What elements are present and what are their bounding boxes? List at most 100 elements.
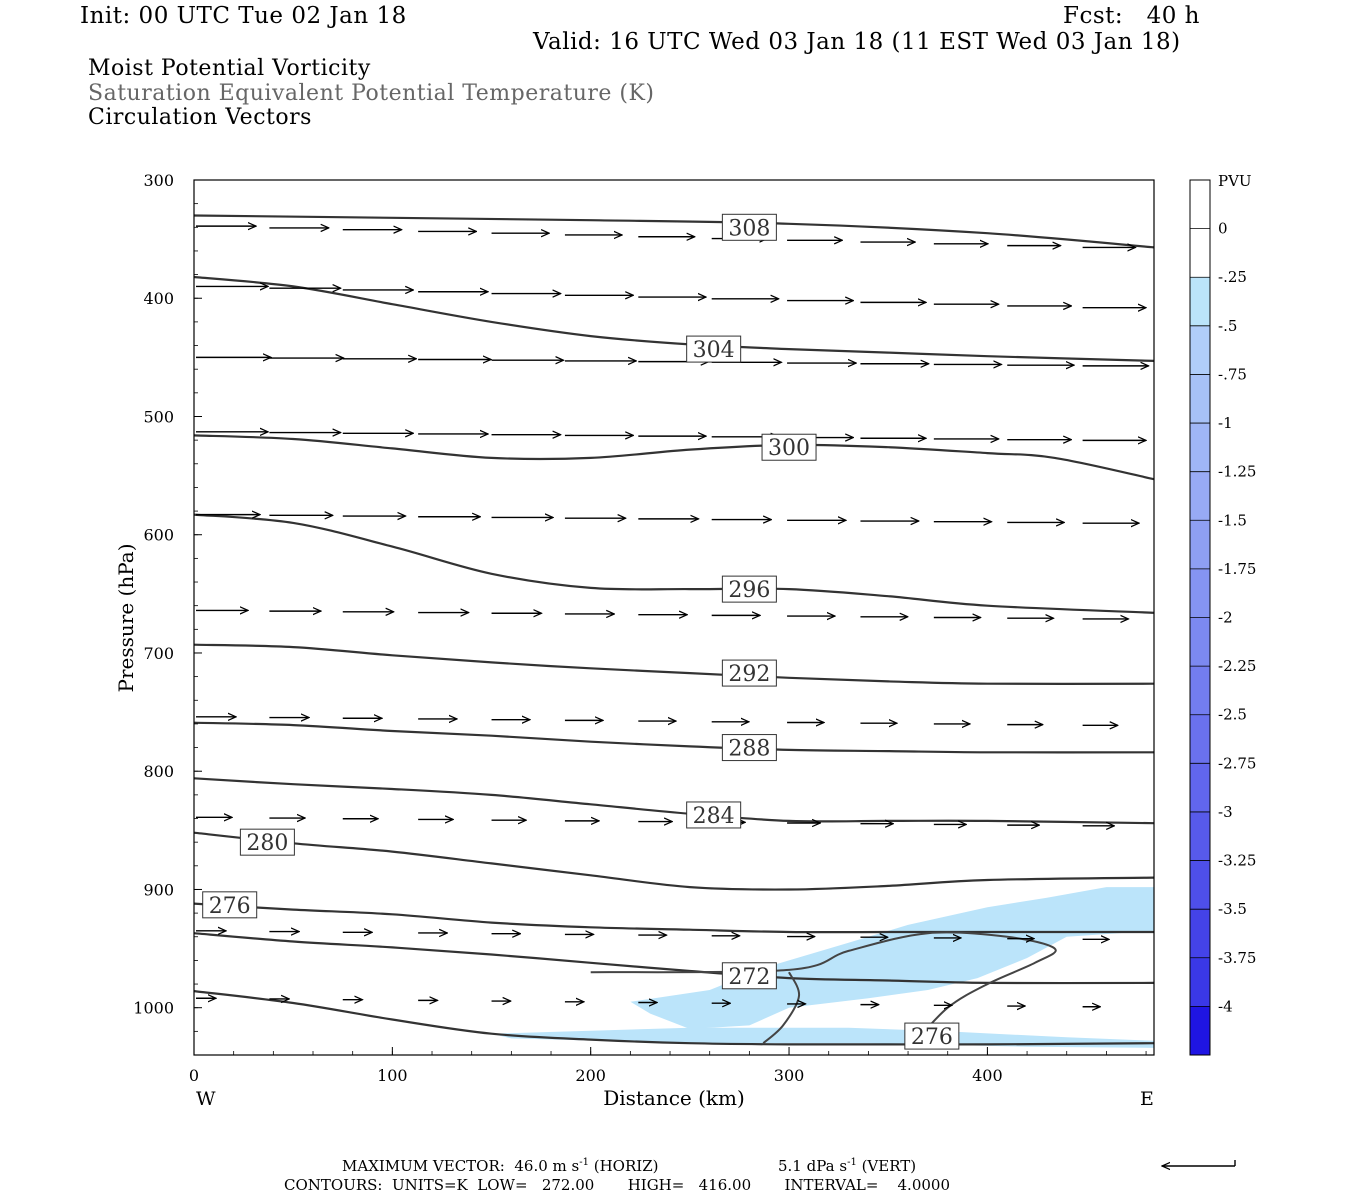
colorbar-tick-label: -4 [1218,997,1233,1015]
contour-label-box-10 [721,962,777,990]
colorbar-swatch [1190,957,1210,1007]
contour-label-box-4 [721,575,777,603]
contour-label-288: 288 [728,737,770,762]
axes: 0 100 200 300 400 300 400 500 600 700 800 900 1000 [133,171,1147,1085]
theta-contour-304 [193,275,1155,362]
colorbar-swatch [1190,763,1210,813]
contour-label-304: 304 [693,338,735,363]
x-tick-label-300: 300 [774,1066,805,1085]
theta-contour-292 [193,643,1155,685]
colorbar-tick-label: -2.25 [1218,657,1256,675]
colorbar-tick-label: -.75 [1218,365,1247,383]
y-tick-label-500: 500 [143,407,174,426]
theta-contour-296 [193,513,1155,614]
y-tick-label-800: 800 [143,762,174,781]
colorbar-swatch [1190,423,1210,473]
contour-label-276: 276 [911,1025,953,1050]
pv-region-2 [491,1027,1154,1048]
contour-label-box-7 [686,801,742,829]
colorbar-tick-label: -.5 [1218,317,1237,335]
colorbar-swatch [1190,568,1210,618]
pv-region-1 [630,887,1154,1029]
colorbar-tick-label: -3.25 [1218,852,1256,870]
colorbar-tick-label: -1.5 [1218,511,1247,529]
colorbar-tick-label: -1 [1218,414,1233,432]
contour-label-276: 276 [209,894,251,919]
y-tick-label-600: 600 [143,526,174,545]
colorbar-tick-label: -3 [1218,803,1233,821]
colorbar-swatch [1190,909,1210,959]
colorbar-tick-label: -1.75 [1218,560,1256,578]
colorbar-tick-label: -2.5 [1218,706,1247,724]
colorbar-tick-label: -3.75 [1218,949,1256,967]
x-tick-label-400: 400 [972,1066,1003,1085]
y-tick-label-300: 300 [143,171,174,190]
contour-label-300: 300 [768,436,810,461]
colorbar-swatch [1190,811,1210,862]
max-vertical-vector-note: 5.1 dPa s-1 (VERT) [778,1157,917,1175]
x-end-label-west: W [196,1088,216,1110]
contour-label-box-9 [202,891,258,919]
y-tick-label-900: 900 [143,880,174,899]
colorbar-tick-label: -2 [1218,609,1233,627]
theta-contour-288 [193,721,1155,754]
valid-time: Valid: 16 UTC Wed 03 Jan 18 (11 EST Wed … [533,29,1181,55]
pv-shading [491,887,1154,1048]
y-axis-title: Pressure (hPa) [114,544,138,693]
theta-contour-272 [193,932,1155,985]
plot-frame [193,179,1155,1056]
colorbar-tick-label: -3.5 [1218,900,1247,918]
colorbar-tick-label: -2.75 [1218,754,1256,772]
colorbar-tick-label: 0 [1218,220,1228,238]
contour-label-box-8 [239,828,295,856]
contour-label-284: 284 [693,804,735,829]
theta-contour-280 [193,831,1155,891]
contour-labels: 308 304 300 296 292 288 284 280 276 272 276 [202,213,960,1050]
init-time: Init: 00 UTC Tue 02 Jan 18 [80,3,407,29]
contour-label-292: 292 [728,662,770,687]
y-tick-label-700: 700 [143,644,174,663]
colorbar-swatch [1190,228,1210,278]
colorbar-tick-label: -1.25 [1218,463,1256,481]
contour-label-box-5 [721,659,777,687]
colorbar-swatch [1190,374,1210,424]
colorbar-swatch [1190,1006,1210,1056]
colorbar-swatch [1190,860,1210,910]
contour-label-box-6 [721,734,777,762]
colorbar-swatch [1190,666,1210,716]
colorbar-swatch [1190,617,1210,667]
colorbar-tick-label: -.25 [1218,268,1247,286]
colorbar-swatch [1190,520,1210,570]
contour-label-box-2 [686,335,742,363]
contour-label-280: 280 [246,831,288,856]
theta-contour-272-tail [762,971,801,1044]
max-vector-note: MAXIMUM VECTOR: 46.0 m s-1 (HORIZ) [342,1157,659,1175]
contour-label-box-11 [904,1022,960,1050]
colorbar: 0 -.25 -.5 -.75 -1 -1.25 -1.5 -1.75 -2 -2.25 -2.5 -… [1189,179,1256,1056]
colorbar-swatch [1190,471,1210,521]
field-title-mpv: Moist Potential Vorticity [88,56,371,81]
y-tick-label-1000: 1000 [133,999,174,1018]
theta-contour-284 [193,777,1155,825]
colorbar-unit-label: PVU [1218,172,1252,190]
colorbar-swatch [1190,180,1210,230]
field-title-theta-es: Saturation Equivalent Potential Temperat… [88,81,655,106]
x-tick-label-0: 0 [189,1066,199,1085]
field-title-vectors: Circulation Vectors [88,105,312,130]
y-tick-label-400: 400 [143,289,174,308]
contour-label-296: 296 [728,578,770,603]
x-axis-title: Distance (km) [603,1086,745,1110]
theta-contour-276-closed [590,931,1057,1044]
theta-contour-300 [193,434,1155,481]
colorbar-swatch [1190,714,1210,764]
x-tick-label-200: 200 [575,1066,606,1085]
reference-vector [1162,1160,1236,1166]
x-tick-label-100: 100 [377,1066,408,1085]
x-end-label-east: E [1140,1088,1154,1110]
contour-info: CONTOURS: UNITS=K LOW= 272.00 HIGH= 416.… [284,1176,950,1194]
contour-label-272: 272 [728,965,770,990]
theta-contour-308 [193,214,1155,249]
forecast-hour: Fcst: 40 h [1063,3,1200,29]
colorbar-swatch [1190,277,1210,327]
